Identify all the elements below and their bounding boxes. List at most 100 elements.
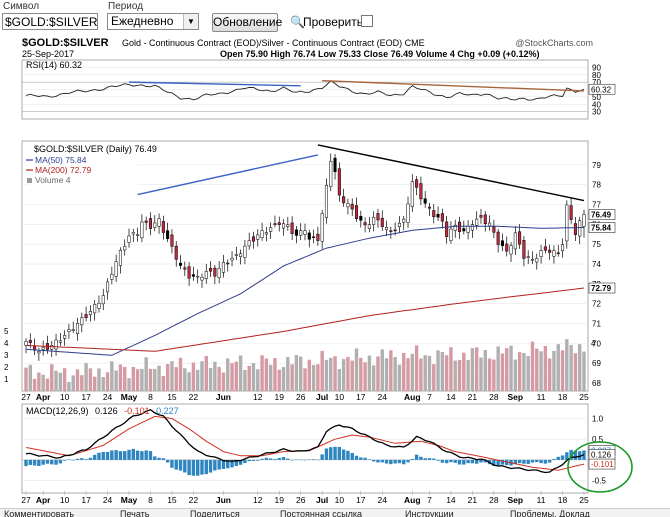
price-tick-label: 79 (592, 161, 601, 170)
volume-bar (97, 368, 101, 391)
macd-histogram-bar (539, 459, 543, 464)
rsi-tick-label: 80 (592, 71, 601, 80)
candle (488, 222, 492, 227)
update-button[interactable]: Обновление (212, 13, 282, 32)
macd-histogram-bar (238, 459, 243, 465)
candle (88, 311, 92, 315)
report-problem-button[interactable]: Проблемы. Доклад (510, 509, 590, 517)
check-label[interactable]: Проверить (303, 15, 364, 29)
macd-histogram-bar (165, 459, 170, 463)
x-tick-label-upper: 17 (356, 392, 366, 402)
candle (196, 275, 200, 278)
macd-histogram-bar (183, 459, 187, 473)
candle (80, 317, 84, 326)
macd-histogram-bar (135, 450, 140, 460)
share-button[interactable]: Поделиться (190, 509, 240, 517)
candle (37, 351, 41, 354)
volume-bar (376, 356, 380, 391)
candle (359, 215, 363, 221)
candle (548, 249, 552, 253)
trendline-blue (129, 81, 301, 87)
candle (526, 256, 530, 258)
volume-bar (474, 347, 479, 391)
macd-histogram-bar (92, 454, 97, 460)
candle (230, 257, 234, 261)
macd-histogram-bar (110, 450, 114, 460)
volume-bar (58, 372, 63, 391)
volume-bar (290, 364, 294, 391)
candle (354, 205, 359, 220)
ma50-line (25, 225, 585, 356)
macd-histogram-bar (402, 459, 406, 465)
candle (556, 252, 560, 255)
volume-bar (560, 350, 565, 391)
volume-bar (148, 368, 153, 391)
symbol-input[interactable]: $GOLD:$SILVER (2, 13, 98, 30)
macd-histogram-bar (191, 459, 196, 476)
candle (453, 224, 457, 231)
macd-histogram-bar (123, 451, 127, 460)
search-icon[interactable]: 🔍 (290, 15, 305, 29)
macd-legend-signal: -0.101 (124, 406, 150, 416)
macd-histogram-bar (213, 459, 217, 471)
macd-histogram-bar (80, 458, 84, 460)
volume-bar (299, 356, 303, 391)
candle (342, 196, 346, 204)
symbol-label: Символ (3, 1, 40, 12)
rsi-tick-label: 70 (592, 78, 601, 87)
macd-histogram-bar (174, 459, 178, 470)
check-checkbox[interactable] (361, 15, 373, 27)
candle (200, 276, 204, 281)
macd-histogram-bar (311, 459, 316, 460)
volume-bar (131, 366, 136, 391)
x-tick-label-lower: 17 (81, 495, 91, 505)
chevron-down-icon[interactable]: ▼ (183, 14, 198, 29)
volume-bar (268, 364, 273, 391)
x-tick-label-upper: 26 (296, 392, 306, 402)
brand-logo: @StockCharts.com (515, 38, 593, 48)
instructions-button[interactable]: Инструкции (405, 509, 454, 517)
macd-histogram-bar (230, 459, 234, 468)
macd-histogram-bar (406, 459, 410, 463)
volume-bar (32, 378, 37, 391)
macd-histogram-bar (496, 459, 500, 466)
candle (28, 340, 32, 343)
macd-histogram-bar (560, 455, 565, 460)
candle (462, 228, 466, 232)
volume-bar (505, 348, 509, 391)
macd-histogram-bar (277, 457, 281, 460)
volume-bar (238, 355, 243, 391)
macd-histogram-bar (234, 459, 239, 466)
candle (153, 222, 157, 228)
macd-histogram-bar (436, 459, 440, 461)
x-tick-label-lower: 12 (253, 495, 263, 505)
price-tick-label: 68 (592, 379, 601, 388)
x-tick-label-upper: Apr (36, 392, 51, 402)
volume-bar (311, 364, 316, 391)
macd-histogram-bar (397, 459, 402, 464)
stock-chart[interactable]: $GOLD:$SILVER Gold - Continuous Contract… (0, 36, 670, 508)
ma50-last-label: 75.84 (591, 224, 612, 233)
volume-bar (453, 360, 457, 391)
period-select[interactable]: Ежедневно ▼ (107, 13, 199, 30)
x-tick-label-lower: Jun (216, 495, 231, 505)
rsi-last-box (588, 83, 616, 95)
x-tick-label-lower: 28 (489, 495, 499, 505)
macd-histogram-bar (380, 459, 384, 463)
x-tick-label-upper: 7 (427, 392, 432, 402)
volume-tick-label: 3 (4, 351, 9, 360)
volume-bar (187, 372, 191, 391)
macd-histogram-bar (24, 459, 28, 467)
permalink-button[interactable]: Постоянная ссылка (280, 509, 363, 517)
print-button[interactable]: Печать (120, 509, 150, 517)
macd-histogram-bar (273, 459, 277, 460)
macd-histogram-bar (371, 459, 376, 462)
x-tick-label-lower: 21 (468, 495, 478, 505)
candle (243, 245, 247, 258)
comment-button[interactable]: Комментировать (4, 509, 75, 517)
volume-bar (174, 367, 178, 391)
volume-bar (165, 364, 170, 391)
candle (183, 267, 187, 270)
volume-bar (397, 364, 402, 391)
candle (530, 258, 535, 261)
